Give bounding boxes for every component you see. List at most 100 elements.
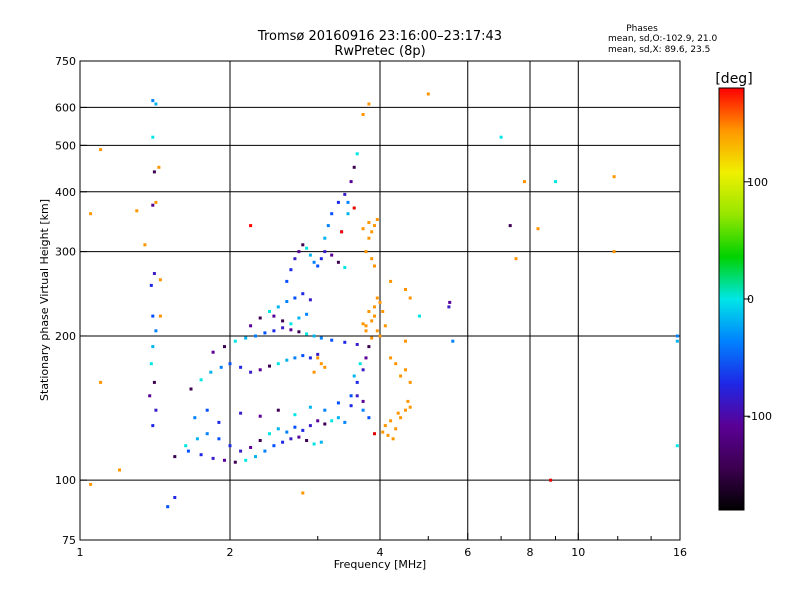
data-point xyxy=(297,330,301,334)
data-point xyxy=(323,236,327,240)
data-point xyxy=(408,380,412,384)
data-point xyxy=(508,224,512,228)
data-point xyxy=(289,322,293,326)
data-point xyxy=(254,334,257,338)
x-tick-label: 10 xyxy=(571,546,585,559)
data-point xyxy=(367,221,371,224)
data-point xyxy=(289,437,293,441)
phase-stats-o: mean, sd,O:-102.9, 21.0 xyxy=(608,34,718,44)
data-point xyxy=(336,401,340,405)
data-point xyxy=(308,356,312,360)
data-point xyxy=(308,405,312,409)
y-axis-ticks: 75 100 200 300 400 500 600 750 xyxy=(55,55,87,547)
data-point xyxy=(349,180,353,184)
data-point xyxy=(391,437,395,441)
data-point xyxy=(330,338,334,342)
data-point xyxy=(151,99,155,103)
data-point xyxy=(373,224,376,228)
data-point xyxy=(301,428,305,432)
data-point xyxy=(373,314,376,318)
data-point xyxy=(675,444,679,448)
data-point xyxy=(554,180,557,184)
data-point xyxy=(367,416,371,420)
data-point xyxy=(308,424,312,428)
data-point xyxy=(209,370,213,374)
data-point xyxy=(343,420,347,424)
data-point xyxy=(152,272,156,275)
chart-subtitle: RwPretec (8p) xyxy=(334,44,425,59)
data-point xyxy=(258,439,262,442)
data-point xyxy=(305,439,309,442)
x-axis-ticks: 1 2 4 6 8 10 16 xyxy=(77,533,687,559)
data-point xyxy=(154,102,158,106)
data-point xyxy=(361,322,365,326)
data-point xyxy=(281,440,285,444)
data-point xyxy=(205,408,209,412)
data-point xyxy=(217,420,221,424)
data-point xyxy=(285,300,289,303)
data-point xyxy=(233,339,237,343)
data-point xyxy=(375,329,379,333)
data-point xyxy=(367,236,371,240)
data-point xyxy=(258,368,262,372)
data-point xyxy=(373,305,376,309)
data-point xyxy=(184,444,188,448)
data-point xyxy=(301,491,305,495)
data-point xyxy=(244,458,248,462)
data-point xyxy=(355,343,359,346)
data-point xyxy=(358,362,362,366)
y-tick-label: 100 xyxy=(55,474,76,487)
data-point xyxy=(151,135,155,139)
data-point xyxy=(383,424,387,428)
data-point xyxy=(293,257,297,261)
data-point xyxy=(211,456,215,460)
data-point xyxy=(244,336,248,340)
data-point xyxy=(239,449,243,453)
data-point xyxy=(361,113,365,116)
data-point xyxy=(211,350,215,354)
data-point xyxy=(355,394,359,398)
data-point xyxy=(268,310,271,313)
data-point xyxy=(249,224,253,228)
y-tick-label: 75 xyxy=(62,534,76,547)
data-point xyxy=(361,399,365,403)
data-point xyxy=(258,316,262,320)
data-point xyxy=(118,468,121,472)
data-point xyxy=(451,339,455,343)
data-point xyxy=(396,411,400,415)
data-point xyxy=(378,334,382,338)
data-point xyxy=(149,283,153,287)
y-tick-label: 500 xyxy=(55,139,76,152)
data-point xyxy=(249,324,253,328)
data-point xyxy=(323,250,327,254)
data-point xyxy=(355,152,359,156)
data-point xyxy=(166,505,170,509)
data-point xyxy=(263,449,267,453)
y-tick-label: 600 xyxy=(55,101,76,114)
colorbar-label: [deg] xyxy=(715,71,752,87)
data-point xyxy=(370,230,374,234)
grid-lines xyxy=(80,61,680,540)
data-point xyxy=(293,425,297,429)
data-point xyxy=(389,279,393,283)
data-point xyxy=(319,440,323,444)
phase-stats-heading: Phases xyxy=(626,24,658,34)
data-point xyxy=(367,102,371,106)
data-point xyxy=(352,374,356,378)
data-point xyxy=(364,324,368,328)
data-point xyxy=(352,165,356,169)
data-point xyxy=(99,380,103,384)
data-point xyxy=(349,394,353,398)
data-point xyxy=(389,356,393,360)
data-point xyxy=(297,316,301,320)
data-point xyxy=(316,264,320,268)
data-point xyxy=(343,192,347,196)
data-point xyxy=(399,374,403,378)
x-tick-label: 1 xyxy=(77,546,84,559)
data-point xyxy=(370,257,374,261)
data-point xyxy=(289,268,293,272)
data-point xyxy=(154,329,158,333)
data-point xyxy=(217,437,221,441)
data-point xyxy=(173,496,177,499)
data-point xyxy=(258,414,262,418)
